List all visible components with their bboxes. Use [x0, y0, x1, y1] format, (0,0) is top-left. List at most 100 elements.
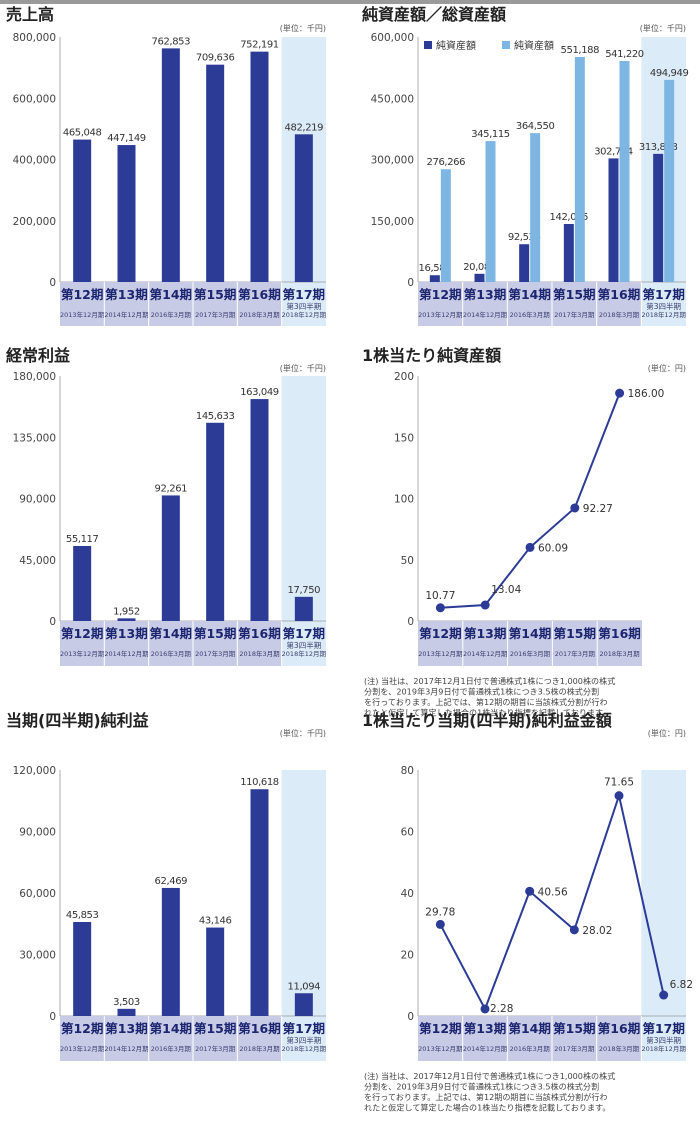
period-label-band	[418, 282, 642, 326]
y-tick-label: 150	[394, 432, 414, 444]
chart-title: 1株当たり当期(四半期)純利益金額	[362, 711, 612, 730]
period-sublabel: 2016年3月期	[510, 1044, 551, 1053]
period-sublabel: 2018年3月期	[239, 310, 280, 319]
y-tick-label: 200,000	[13, 216, 56, 228]
footnote-line: れたと仮定して算定した場合の1株当たり指標を記載しております。	[364, 1103, 610, 1113]
bar	[608, 158, 619, 282]
footnote-line: (注) 当社は、2017年12月1日付で普通株式1株につき1,000株の株式	[364, 676, 615, 686]
data-label: 1,952	[113, 606, 140, 617]
bar	[519, 244, 530, 282]
period-label-band	[418, 621, 642, 666]
data-label: 302,714	[594, 146, 633, 157]
data-label: 494,949	[650, 68, 689, 79]
period-sublabel: 2014年12月期	[104, 649, 149, 658]
bar	[117, 1008, 136, 1016]
legend-label: 純資産額	[436, 39, 476, 52]
period-sublabel: 第3四半期	[286, 1035, 321, 1045]
period-sublabel: 2014年12月期	[463, 310, 508, 319]
period-sublabel: 2018年3月期	[599, 310, 640, 319]
period-label: 第15期	[553, 287, 595, 302]
period-label-band	[418, 1016, 642, 1061]
data-label: 43,146	[199, 916, 232, 927]
data-point	[525, 886, 535, 896]
bar	[161, 887, 180, 1016]
period-label: 第17期	[283, 1021, 325, 1036]
period-label: 第16期	[238, 1021, 280, 1036]
chart-title: 純資産額／総資産額	[362, 5, 506, 24]
period-label: 第15期	[554, 626, 596, 641]
data-label: 447,149	[107, 133, 146, 144]
bar	[574, 56, 585, 283]
bar	[619, 61, 630, 283]
y-tick-label: 40	[401, 888, 414, 900]
bar	[440, 169, 451, 282]
bar	[206, 64, 225, 282]
period-sublabel: 2017年3月期	[195, 649, 236, 658]
period-label: 第13期	[105, 626, 147, 641]
period-label: 第13期	[105, 287, 147, 302]
data-label: 62,469	[155, 876, 188, 887]
y-tick-label: 0	[407, 616, 414, 628]
bar	[485, 141, 496, 282]
data-point	[480, 600, 490, 610]
bar	[653, 153, 664, 282]
data-label: 110,618	[240, 777, 279, 788]
y-tick-label: 90,000	[19, 827, 56, 839]
data-point	[615, 388, 625, 398]
y-tick-label: 30,000	[19, 950, 56, 962]
latest-period-highlight	[281, 376, 326, 666]
data-label: 465,048	[63, 128, 102, 139]
period-sublabel: 2018年3月期	[239, 1044, 280, 1053]
period-sublabel: 2016年3月期	[151, 310, 192, 319]
data-label: 142,095	[550, 212, 589, 223]
bar	[117, 145, 136, 282]
period-label: 第16期	[598, 626, 640, 641]
period-label: 第14期	[508, 1021, 550, 1036]
bar	[206, 422, 225, 621]
data-label: 60.09	[538, 542, 568, 554]
data-label: 482,219	[285, 122, 324, 133]
period-sublabel: 2017年3月期	[195, 1044, 236, 1053]
chart-bps: 1株当たり純資産額 (単位：円) 0 50 100 150 200 第12期 2013年12月期…	[362, 346, 686, 718]
period-label: 第17期	[283, 287, 325, 302]
data-label: 163,049	[240, 387, 279, 398]
data-label: 28.02	[582, 925, 612, 937]
series-line	[440, 392, 621, 609]
period-sublabel: 2014年12月期	[463, 1044, 508, 1053]
period-label: 第16期	[238, 626, 280, 641]
data-label: 6.82	[670, 979, 693, 991]
period-sublabel: 2018年12月期	[282, 310, 327, 319]
period-label: 第17期	[642, 1021, 684, 1036]
period-label: 第14期	[508, 287, 550, 302]
series-line	[439, 791, 665, 1012]
y-tick-label: 0	[49, 277, 56, 289]
y-tick-label: 90,000	[19, 494, 56, 506]
y-tick-label: 120,000	[13, 765, 56, 777]
data-label: 92,261	[155, 483, 188, 494]
period-label: 第12期	[61, 626, 103, 641]
period-label: 第13期	[464, 1021, 506, 1036]
footnote-line: れたと仮定して算定した場合の1株当たり指標を記載しております。	[364, 708, 610, 718]
y-tick-label: 60,000	[19, 888, 56, 900]
y-tick-label: 200	[394, 371, 414, 383]
data-label: 92,536	[508, 232, 541, 243]
data-label: 762,853	[152, 36, 191, 47]
data-label: 20,085	[463, 262, 496, 273]
latest-period-highlight	[641, 770, 686, 1061]
y-tick-label: 300,000	[371, 155, 414, 167]
period-label: 第17期	[283, 626, 325, 641]
bar	[73, 922, 92, 1016]
period-label: 第14期	[150, 1021, 192, 1036]
period-label: 第12期	[419, 287, 461, 302]
data-label: 364,550	[516, 121, 555, 132]
data-label: 13.04	[491, 584, 521, 596]
top-rule	[0, 0, 700, 4]
bar	[664, 79, 675, 282]
period-sublabel: 2016年3月期	[151, 1044, 192, 1053]
bar	[294, 596, 313, 621]
chart-netincome: 当期(四半期)純利益 (単位：千円) 0 30,000 60,000 90,000 120,…	[6, 711, 326, 1061]
footnote-line: 分割を、2019年3月9日付で普通株式1株につき3.5株の株式分割	[364, 1082, 599, 1092]
data-label: 40.56	[538, 886, 568, 898]
period-label: 第16期	[238, 287, 280, 302]
latest-period-highlight	[281, 770, 326, 1061]
